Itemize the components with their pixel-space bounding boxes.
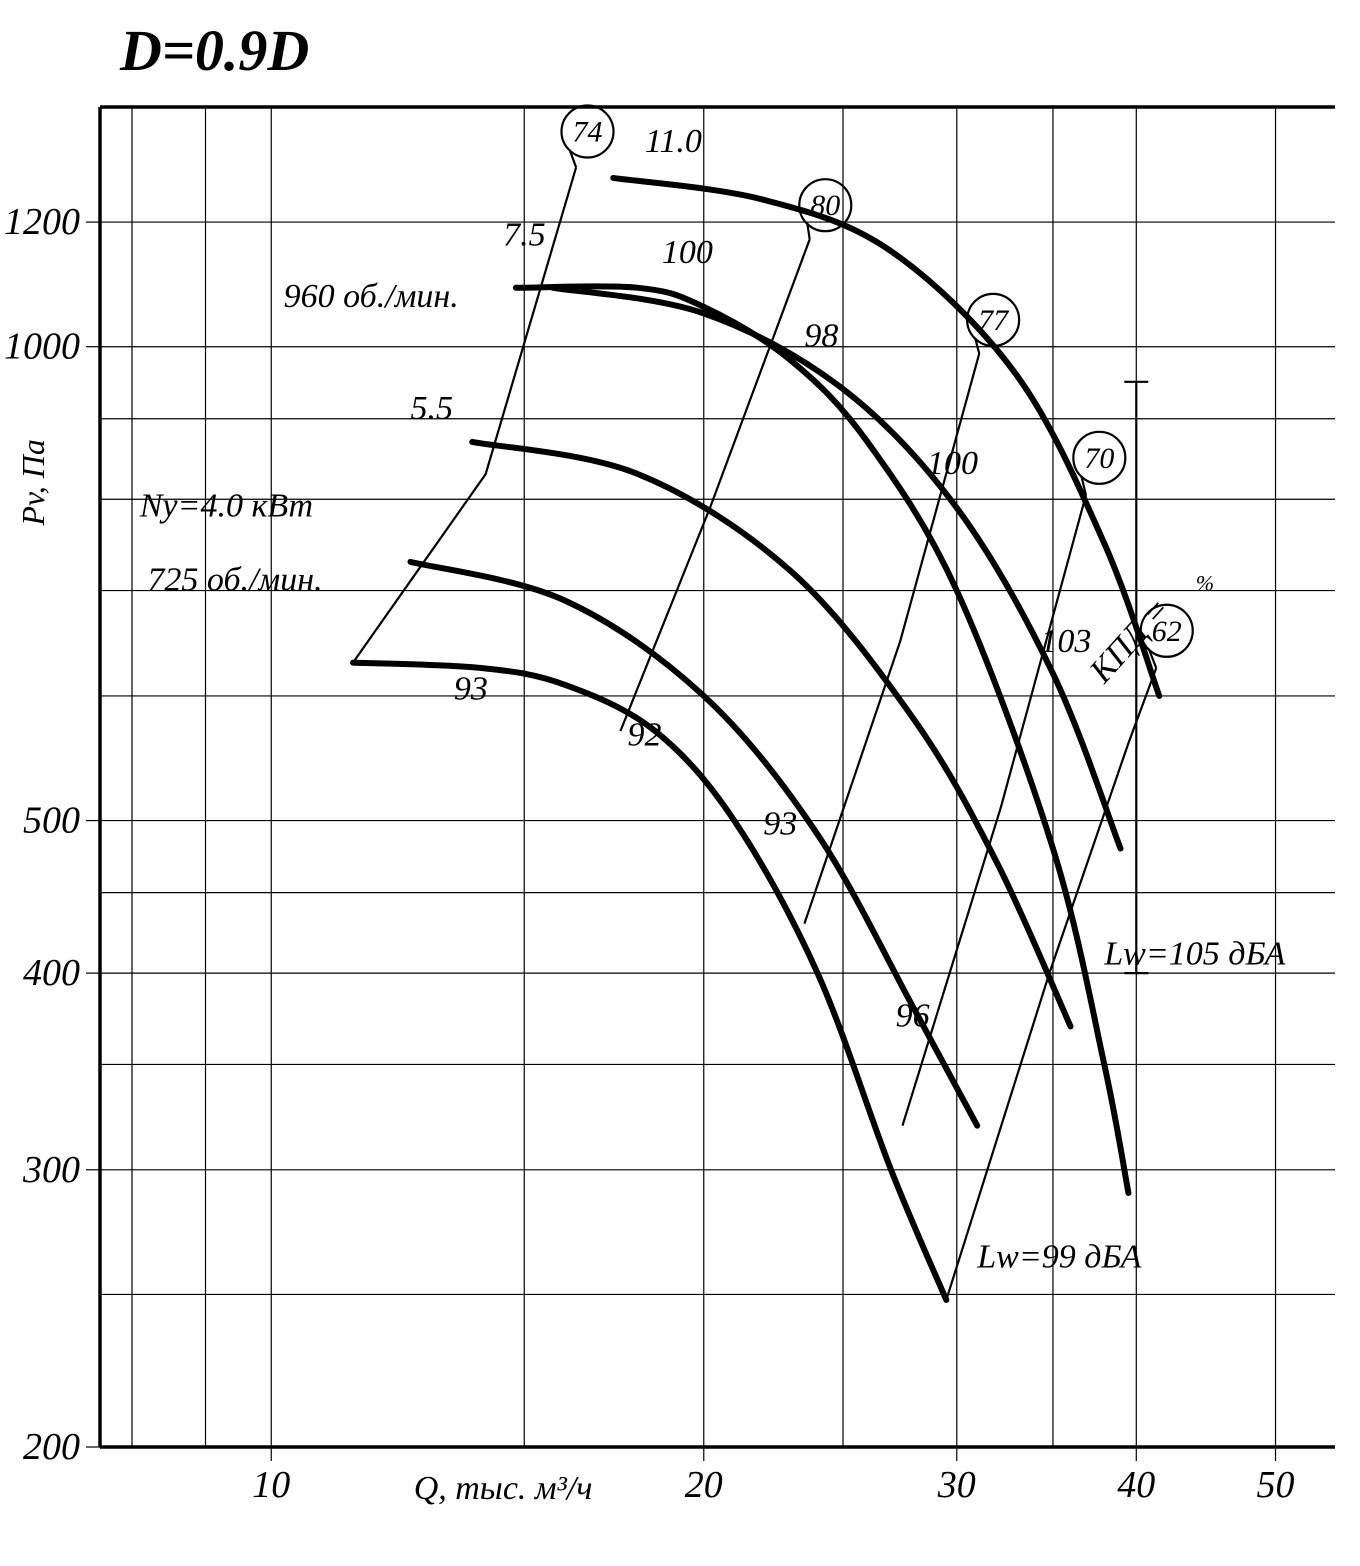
sound-level-label: 93: [454, 670, 488, 707]
x-tick-label: 40: [1117, 1464, 1155, 1506]
sound-level-label: 103: [1040, 623, 1091, 660]
y-tick-label: 500: [23, 800, 80, 842]
lw-label: Lw=99 дБА: [976, 1239, 1141, 1276]
x-tick-label: 50: [1257, 1464, 1295, 1506]
x-tick-label: 30: [937, 1464, 976, 1506]
power-label: 11.0: [645, 123, 702, 160]
y-tick-label: 1200: [4, 201, 80, 243]
y-axis-label: Pv, Па: [15, 439, 51, 526]
efficiency-value: 74: [572, 116, 602, 149]
sound-level-label: 98: [804, 318, 838, 355]
efficiency-value: 80: [810, 189, 840, 222]
rpm-label: 725 об./мин.: [147, 562, 322, 599]
y-tick-label: 200: [23, 1426, 80, 1468]
x-tick-label: 20: [685, 1464, 723, 1506]
efficiency-value: 77: [978, 304, 1010, 337]
sound-level-label: 93: [763, 805, 797, 842]
y-tick-label: 300: [22, 1149, 80, 1191]
power-label: Ny=4.0 кВт: [139, 488, 313, 525]
sound-level-label: 92: [628, 717, 662, 754]
power-label: 7.5: [503, 216, 546, 253]
x-tick-label: 10: [252, 1464, 290, 1506]
y-tick-label: 1000: [4, 326, 80, 368]
chart-title: D=0.9D: [119, 18, 309, 83]
lw-label: Lw=105 дБА: [1103, 936, 1285, 973]
power-label: 5.5: [410, 390, 453, 427]
percent-label: %: [1196, 571, 1214, 596]
efficiency-value: 70: [1084, 442, 1114, 475]
y-tick-label: 400: [23, 952, 80, 994]
x-axis-label: Q, тыс. м³/ч: [414, 1470, 593, 1507]
sound-level-label: 96: [896, 997, 930, 1034]
sound-level-label: 100: [927, 445, 978, 482]
sound-level-label: 100: [662, 234, 713, 271]
rpm-label: 960 об./мин.: [284, 278, 459, 315]
